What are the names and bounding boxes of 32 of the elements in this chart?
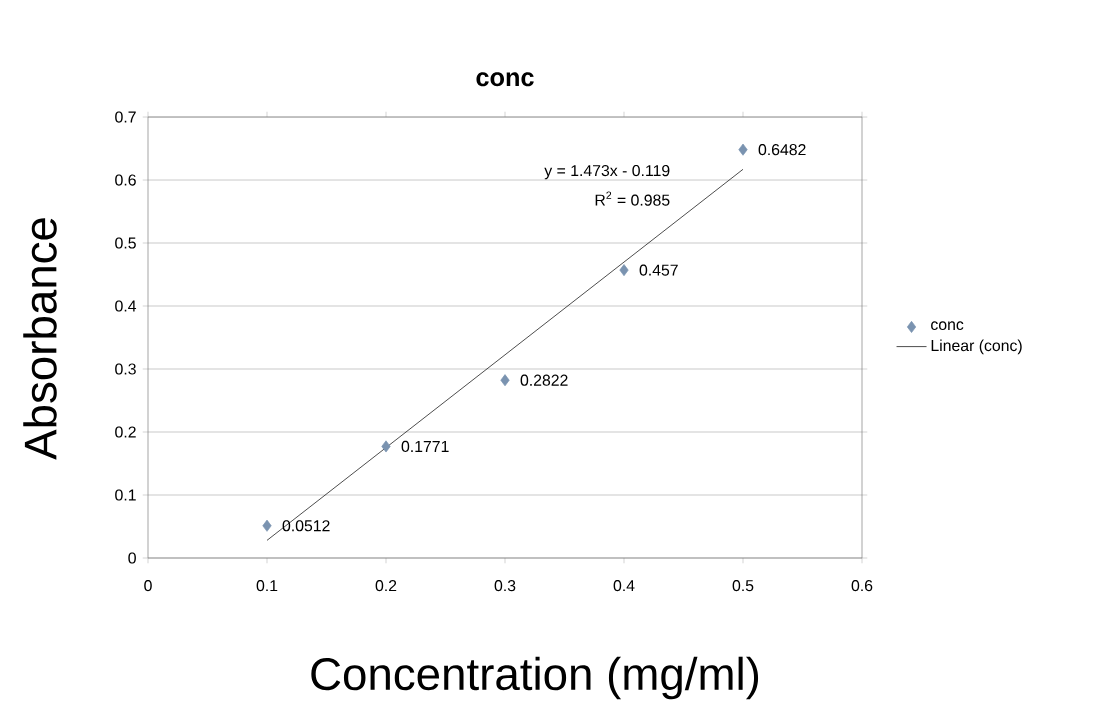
legend-label: conc xyxy=(931,321,964,331)
point xyxy=(262,519,272,532)
x-tick-label: 0.1 xyxy=(256,580,278,592)
x-axis-title: Concentration (mg/ml) xyxy=(311,656,759,700)
data-label: 0.1771 xyxy=(401,440,449,453)
y-tick-label: 0.2 xyxy=(115,426,136,438)
y-tick-label: 0.7 xyxy=(115,111,136,123)
y-tick-label: 0.5 xyxy=(115,237,136,249)
chart-title: conc xyxy=(476,72,534,87)
y-axis-title: Absorbance xyxy=(23,218,57,460)
legend-label: Linear (conc) xyxy=(931,339,1022,355)
annotation: y = 1.473x - 0.119 xyxy=(544,164,670,180)
point xyxy=(500,374,510,387)
point xyxy=(381,440,391,453)
x-tick-label: 0 xyxy=(144,580,152,592)
point xyxy=(619,264,629,277)
x-tick-label: 0.4 xyxy=(613,580,635,592)
x-tick-label: 0.5 xyxy=(732,580,754,592)
y-tick-label: 0.4 xyxy=(115,300,137,312)
annotation: R$^{2}$ = 0.985 xyxy=(595,191,670,206)
data-label: 0.6482 xyxy=(758,144,806,156)
data-label: 0.0512 xyxy=(282,520,330,532)
y-tick-label: 0 xyxy=(128,552,136,564)
y-tick-label: 0.1 xyxy=(115,489,136,501)
x-tick-label: 0.2 xyxy=(375,580,397,592)
x-tick-label: 0.3 xyxy=(494,580,516,592)
data-label: 0.2822 xyxy=(520,374,568,386)
y-tick-label: 0.3 xyxy=(115,363,136,375)
y-tick-label: 0.6 xyxy=(115,174,136,186)
point xyxy=(738,143,748,156)
x-tick-label: 0.6 xyxy=(851,580,873,592)
data-label: 0.457 xyxy=(639,264,678,276)
